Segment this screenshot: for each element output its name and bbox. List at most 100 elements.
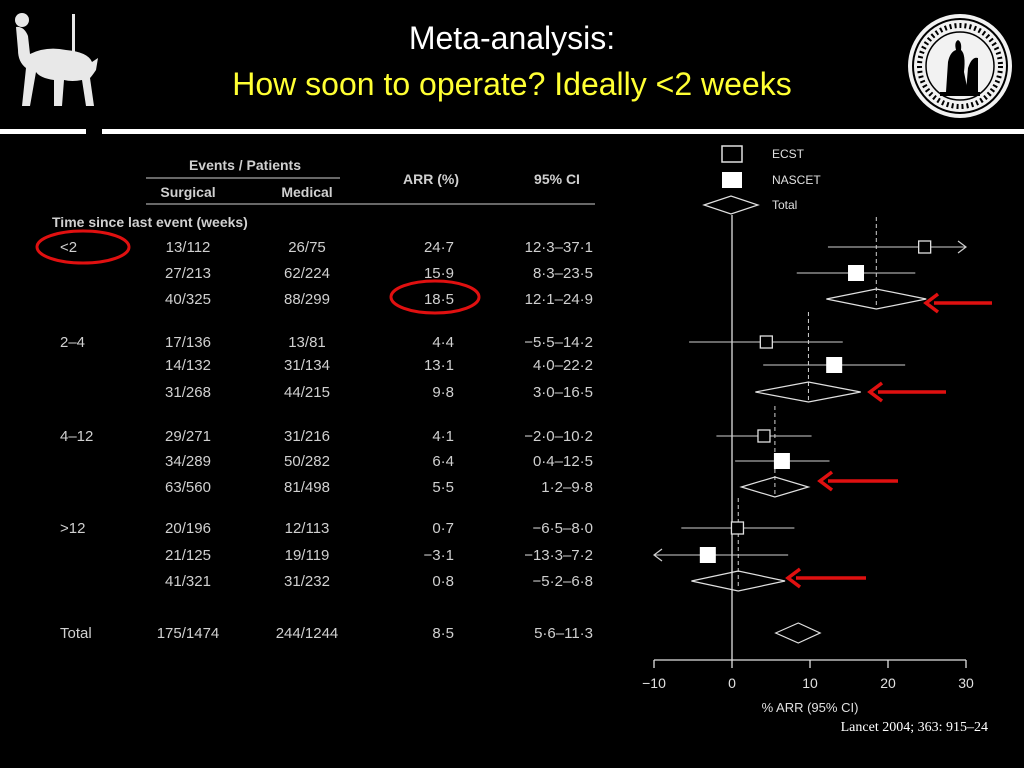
red-arrow-head	[923, 292, 940, 314]
arr-cell: 4·1	[432, 428, 454, 445]
arr-cell: 24·7	[424, 239, 454, 256]
row-group-label: >12	[60, 520, 85, 537]
ci-cell: 8·3–23·5	[533, 265, 593, 282]
legend-ecst-marker	[721, 145, 743, 163]
pooled-diamond	[755, 381, 861, 403]
arr-cell: 18·5	[424, 291, 454, 308]
ecst-point	[730, 521, 745, 535]
surgical-cell: 34/289	[165, 453, 211, 470]
arr-cell: 4·4	[432, 334, 454, 351]
highlight-circle-18-5	[389, 279, 481, 315]
legend-nascet-marker	[722, 172, 742, 188]
arr-cell: 0·8	[432, 573, 454, 590]
highlight-circle-lt2	[35, 229, 131, 265]
arr-cell: 5·5	[432, 479, 454, 496]
medical-cell: 50/282	[284, 453, 330, 470]
medical-cell: 31/134	[284, 357, 330, 374]
ci-cell: −5·5–14·2	[524, 334, 593, 351]
surgical-cell: 14/132	[165, 357, 211, 374]
surgical-header: Surgical	[160, 184, 215, 200]
red-arrow-head	[817, 470, 834, 492]
x-tick-label: 10	[802, 675, 818, 691]
arr-cell: 13·1	[424, 357, 454, 374]
surgical-cell: 31/268	[165, 384, 211, 401]
nascet-point	[699, 547, 716, 563]
data-table: Events / Patients Surgical Medical ARR (…	[52, 157, 595, 642]
medical-cell: 44/215	[284, 384, 330, 401]
x-tick-label: −10	[642, 675, 666, 691]
citation: Lancet 2004; 363: 915–24	[840, 720, 988, 735]
surgical-cell: 20/196	[165, 520, 211, 537]
medical-cell: 244/1244	[276, 625, 339, 642]
ci-cell: 12·1–24·9	[525, 291, 593, 308]
arr-header: ARR (%)	[403, 171, 459, 187]
nascet-point	[848, 265, 865, 281]
title-rule-left	[0, 129, 86, 134]
surgical-cell: 13/112	[166, 239, 211, 256]
medical-cell: 88/299	[284, 291, 330, 308]
ci-arrow-right	[957, 240, 967, 254]
annotations	[35, 229, 992, 589]
pooled-diamond	[739, 476, 811, 498]
legend-label: ECST	[772, 147, 805, 161]
nascet-point	[826, 357, 843, 373]
ci-arrow-left	[653, 548, 663, 562]
ci-cell: 12·3–37·1	[525, 239, 593, 256]
row-group-label: Total	[60, 625, 92, 642]
x-tick-label: 20	[880, 675, 896, 691]
medical-cell: 62/224	[284, 265, 330, 282]
slide-subtitle: How soon to operate? Ideally <2 weeks	[232, 66, 792, 102]
arr-cell: 6·4	[432, 453, 454, 470]
ci-cell: 5·6–11·3	[534, 625, 593, 642]
centaur-logo-icon	[6, 6, 102, 119]
surgical-cell: 17/136	[165, 334, 211, 351]
arr-cell: 8·5	[432, 625, 454, 642]
ci-cell: −6·5–8·0	[533, 520, 593, 537]
ci-cell: 4·0–22·2	[533, 357, 593, 374]
red-arrow-head	[785, 567, 802, 589]
title-rule-right	[102, 129, 1024, 134]
nascet-point	[773, 453, 790, 469]
legend-label: NASCET	[772, 173, 821, 187]
medical-cell: 12/113	[285, 520, 330, 537]
surgical-cell: 175/1474	[157, 625, 220, 642]
medical-cell: 19/119	[285, 547, 330, 564]
arr-cell: −3·1	[424, 547, 454, 564]
legend-total-marker	[702, 195, 760, 215]
arr-cell: 15·9	[424, 265, 454, 282]
ci-cell: 0·4–12·5	[533, 453, 593, 470]
section-label: Time since last event (weeks)	[52, 214, 248, 230]
ci-cell: −5·2–6·8	[533, 573, 593, 590]
pooled-diamond	[774, 622, 822, 644]
row-group-label: 2–4	[60, 334, 85, 351]
x-axis-label: % ARR (95% CI)	[762, 700, 859, 715]
ci-cell: −2·0–10·2	[524, 428, 593, 445]
medical-cell: 31/232	[284, 573, 330, 590]
pooled-diamond	[826, 288, 927, 310]
pooled-diamond	[691, 570, 786, 592]
red-arrow-head	[867, 381, 884, 403]
ci-header: 95% CI	[534, 171, 580, 187]
x-tick-label: 0	[728, 675, 736, 691]
ecst-point	[759, 335, 773, 349]
ecst-point	[757, 429, 771, 443]
events-patients-header: Events / Patients	[189, 157, 301, 173]
arr-cell: 9·8	[432, 384, 454, 401]
medical-cell: 81/498	[284, 479, 330, 496]
x-tick-label: 30	[958, 675, 974, 691]
surgical-cell: 63/560	[165, 479, 211, 496]
surgical-cell: 40/325	[165, 291, 211, 308]
ci-cell: 1·2–9·8	[541, 479, 593, 496]
surgical-cell: 21/125	[165, 547, 211, 564]
medical-cell: 26/75	[288, 239, 326, 256]
ci-cell: −13·3–7·2	[524, 547, 593, 564]
university-seal-icon	[906, 12, 1014, 125]
slide-title: Meta-analysis:	[408, 20, 616, 56]
surgical-cell: 29/271	[165, 428, 211, 445]
legend-label: Total	[772, 198, 797, 212]
medical-cell: 31/216	[284, 428, 330, 445]
medical-header: Medical	[281, 184, 332, 200]
row-group-label: <2	[60, 239, 77, 256]
surgical-cell: 27/213	[165, 265, 211, 282]
